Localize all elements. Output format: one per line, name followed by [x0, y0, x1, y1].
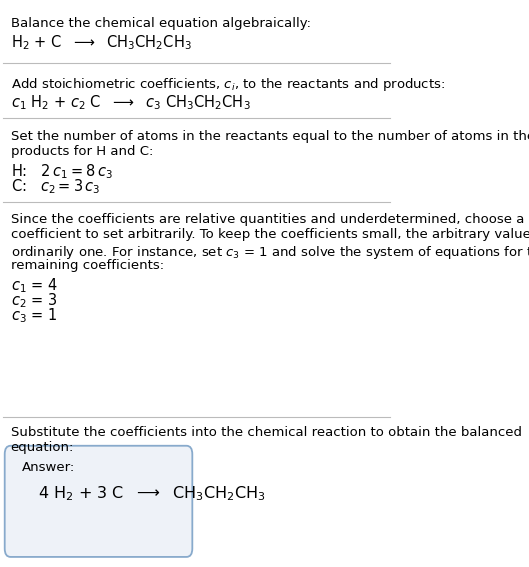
Text: Substitute the coefficients into the chemical reaction to obtain the balanced: Substitute the coefficients into the che…: [11, 426, 522, 439]
Text: C:   $c_2 = 3\,c_3$: C: $c_2 = 3\,c_3$: [11, 177, 100, 196]
Text: Balance the chemical equation algebraically:: Balance the chemical equation algebraica…: [11, 17, 311, 30]
Text: H:   $2\,c_1 = 8\,c_3$: H: $2\,c_1 = 8\,c_3$: [11, 162, 112, 181]
Text: $c_1$ $\mathrm{H_2}$ + $c_2$ C  $\longrightarrow$  $c_3$ $\mathrm{CH_3CH_2CH_3}$: $c_1$ $\mathrm{H_2}$ + $c_2$ C $\longrig…: [11, 93, 250, 112]
FancyBboxPatch shape: [5, 446, 193, 557]
Text: ordinarily one. For instance, set $c_3$ = 1 and solve the system of equations fo: ordinarily one. For instance, set $c_3$ …: [11, 244, 529, 261]
Text: remaining coefficients:: remaining coefficients:: [11, 259, 163, 272]
Text: $\mathrm{H_2}$ + C  $\longrightarrow$  $\mathrm{CH_3CH_2CH_3}$: $\mathrm{H_2}$ + C $\longrightarrow$ $\m…: [11, 33, 191, 52]
Text: $c_2$ = 3: $c_2$ = 3: [11, 291, 57, 310]
Text: Answer:: Answer:: [22, 462, 75, 475]
Text: Set the number of atoms in the reactants equal to the number of atoms in the: Set the number of atoms in the reactants…: [11, 130, 529, 143]
Text: equation:: equation:: [11, 441, 74, 454]
Text: 4 $\mathrm{H_2}$ + 3 C  $\longrightarrow$  $\mathrm{CH_3CH_2CH_3}$: 4 $\mathrm{H_2}$ + 3 C $\longrightarrow$…: [38, 484, 266, 502]
Text: coefficient to set arbitrarily. To keep the coefficients small, the arbitrary va: coefficient to set arbitrarily. To keep …: [11, 229, 529, 242]
Text: Since the coefficients are relative quantities and underdetermined, choose a: Since the coefficients are relative quan…: [11, 213, 524, 226]
Text: $c_3$ = 1: $c_3$ = 1: [11, 307, 57, 325]
Text: Add stoichiometric coefficients, $c_i$, to the reactants and products:: Add stoichiometric coefficients, $c_i$, …: [11, 76, 445, 93]
Text: products for H and C:: products for H and C:: [11, 145, 153, 158]
Text: $c_1$ = 4: $c_1$ = 4: [11, 276, 58, 295]
